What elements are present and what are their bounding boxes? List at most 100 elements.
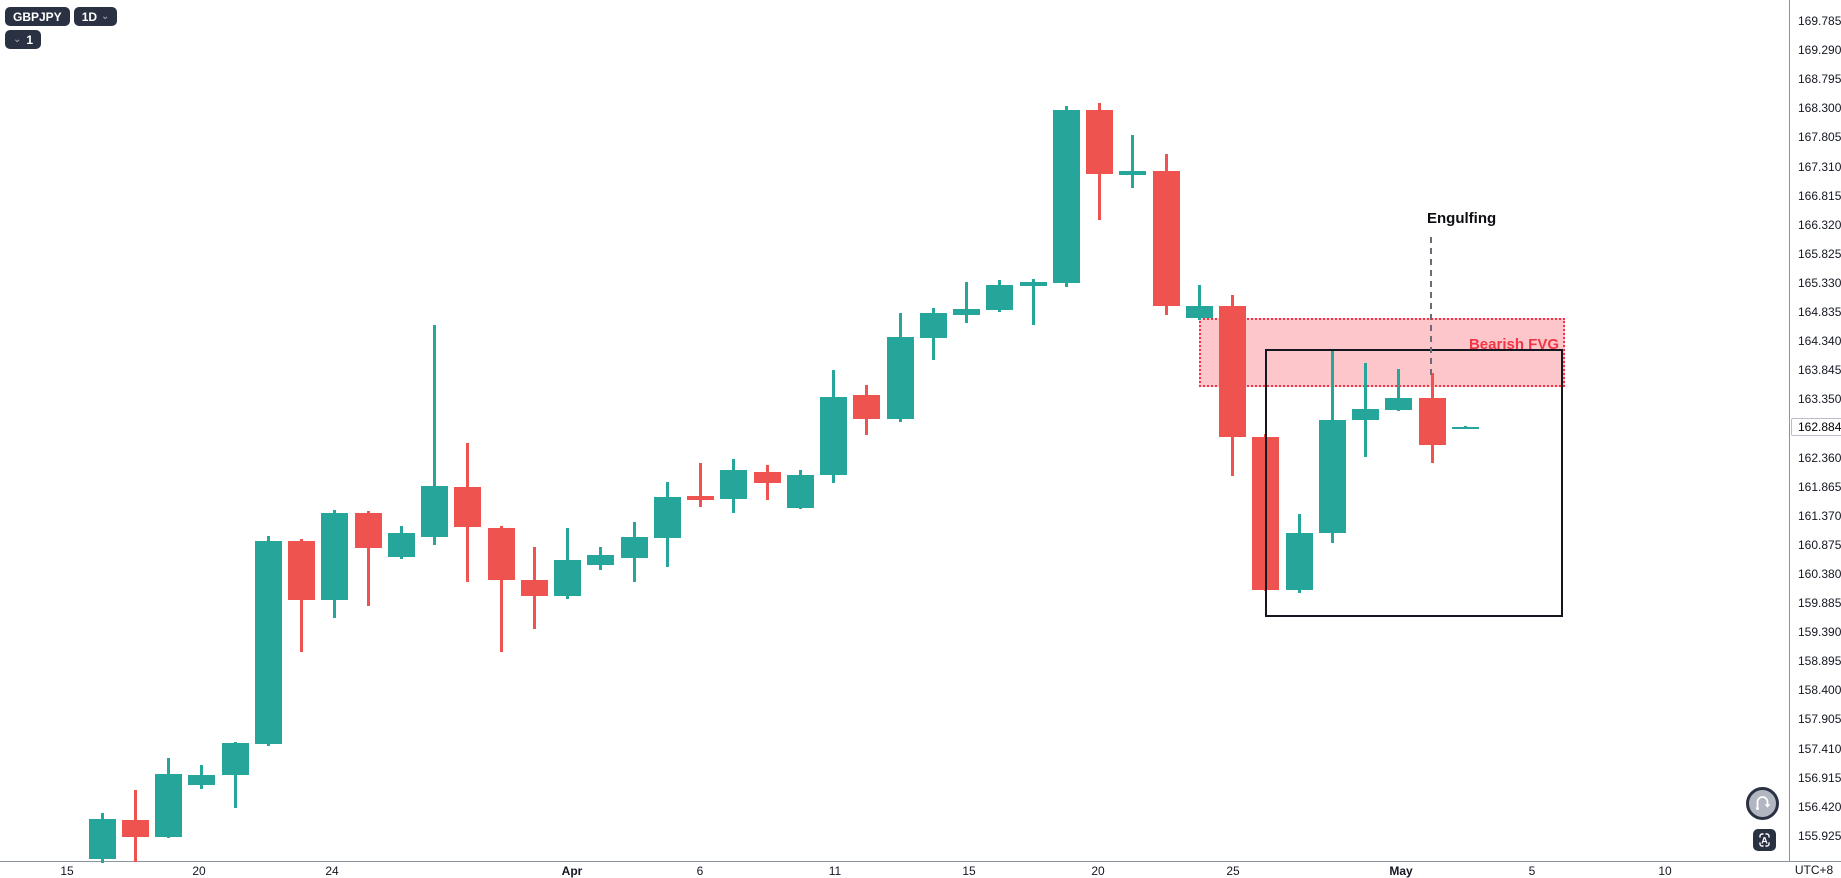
candle-17 bbox=[620, 536, 648, 559]
candle-34 bbox=[1185, 305, 1213, 319]
candle-6 bbox=[254, 540, 282, 744]
candle-7 bbox=[288, 540, 315, 600]
candle-32 bbox=[1119, 171, 1147, 175]
price-axis-label: 165.825 bbox=[1798, 246, 1841, 261]
price-axis-label: 158.400 bbox=[1798, 683, 1841, 698]
candle-38 bbox=[1318, 420, 1346, 534]
price-axis-label: 158.895 bbox=[1798, 654, 1841, 669]
price-axis-label: 155.925 bbox=[1798, 828, 1841, 843]
price-axis-label: 169.290 bbox=[1798, 43, 1841, 58]
timezone-label[interactable]: UTC+8 bbox=[1794, 863, 1834, 877]
chevron-down-icon: ⌄ bbox=[13, 34, 22, 45]
price-axis-label: 166.815 bbox=[1798, 188, 1841, 203]
price-axis-label: 157.410 bbox=[1798, 741, 1841, 756]
indicator-count-label: 1 bbox=[26, 32, 34, 47]
time-axis-label: 6 bbox=[696, 864, 704, 878]
candle-40-wick bbox=[1397, 369, 1401, 412]
price-axis-label: 156.915 bbox=[1798, 770, 1841, 785]
price-axis-label: 167.805 bbox=[1798, 130, 1841, 145]
price-axis-label: 166.320 bbox=[1798, 217, 1841, 232]
reset-chart-view-button[interactable] bbox=[1746, 787, 1779, 820]
time-axis-label: 20 bbox=[1091, 864, 1105, 878]
time-axis-label: 24 bbox=[325, 864, 339, 878]
candle-2 bbox=[121, 819, 149, 837]
candle-28 bbox=[986, 285, 1014, 310]
candle-39 bbox=[1352, 409, 1379, 421]
price-axis-label: 159.390 bbox=[1798, 625, 1841, 640]
symbol-badge[interactable]: GBPJPY bbox=[5, 7, 70, 26]
time-axis-label: May bbox=[1389, 864, 1413, 878]
candle-9-wick bbox=[366, 511, 370, 606]
candle-14 bbox=[520, 579, 548, 597]
price-axis-label: 169.785 bbox=[1798, 14, 1841, 28]
price-axis-label: 162.360 bbox=[1798, 450, 1841, 465]
candle-3 bbox=[155, 773, 182, 838]
candle-40 bbox=[1385, 397, 1413, 410]
candle-10 bbox=[387, 533, 415, 557]
candle-9 bbox=[354, 513, 382, 549]
candle-15 bbox=[554, 559, 581, 597]
candle-1 bbox=[88, 819, 116, 860]
engulfing-label[interactable]: Engulfing bbox=[1427, 210, 1497, 227]
price-axis-label: 168.300 bbox=[1798, 101, 1841, 116]
interval-label: 1D bbox=[81, 9, 98, 24]
price-axis-label: 157.905 bbox=[1798, 712, 1841, 727]
price-axis-label: 163.845 bbox=[1798, 363, 1841, 378]
time-axis-label: 20 bbox=[192, 864, 206, 878]
candle-33 bbox=[1152, 170, 1180, 307]
price-axis-label: 164.340 bbox=[1798, 334, 1841, 349]
current-price-tag: 162.884 bbox=[1791, 417, 1841, 436]
price-axis-label: 164.835 bbox=[1798, 305, 1841, 319]
candle-21 bbox=[753, 471, 781, 484]
time-axis-label: 15 bbox=[962, 864, 976, 878]
candle-16 bbox=[587, 555, 615, 566]
bearish-fvg-zone[interactable] bbox=[1199, 318, 1565, 387]
time-axis[interactable]: 15 20 24 Apr 6 11 15 20 25 May 5 10 bbox=[0, 861, 1841, 878]
candle-5-wick bbox=[233, 742, 237, 808]
candle-35 bbox=[1219, 305, 1246, 437]
price-axis-label: 160.875 bbox=[1798, 537, 1841, 552]
auto-scale-button[interactable]: A bbox=[1753, 829, 1776, 851]
candle-20 bbox=[720, 470, 748, 499]
candle-12 bbox=[454, 486, 482, 527]
time-axis-label: 11 bbox=[828, 864, 842, 878]
candle-34-wick bbox=[1197, 285, 1201, 320]
candle-8 bbox=[321, 512, 349, 600]
time-axis-label: 15 bbox=[60, 864, 74, 878]
candle-23 bbox=[820, 396, 847, 476]
candle-29 bbox=[1019, 282, 1047, 287]
candle-13-wick bbox=[499, 525, 503, 652]
price-axis-label: 159.885 bbox=[1798, 596, 1841, 611]
bearish-fvg-label[interactable]: Bearish FVG bbox=[1468, 336, 1559, 353]
price-axis[interactable]: 162.884 169.785 169.290 168.795 168.300 167.… bbox=[1789, 0, 1841, 861]
price-axis-label: 165.330 bbox=[1798, 275, 1841, 290]
engulfing-box[interactable] bbox=[1265, 349, 1563, 617]
bracketed-a-icon: A bbox=[1759, 833, 1770, 847]
chevron-down-icon: ⌄ bbox=[101, 11, 110, 22]
candle-5 bbox=[221, 743, 249, 775]
price-axis-label: 160.380 bbox=[1798, 566, 1841, 581]
chart-legend: GBPJPY 1D ⌄ ⌄ 1 bbox=[5, 7, 121, 49]
price-axis-label: 168.795 bbox=[1798, 72, 1841, 87]
candle-29-wick bbox=[1031, 278, 1035, 326]
candle-32-wick bbox=[1131, 134, 1135, 189]
candles-layer bbox=[88, 103, 1479, 863]
price-axis-label: 167.310 bbox=[1798, 159, 1841, 174]
interval-badge[interactable]: 1D ⌄ bbox=[73, 7, 118, 26]
symbol-label: GBPJPY bbox=[13, 9, 62, 24]
price-axis-label: 161.865 bbox=[1798, 479, 1841, 494]
candle-4 bbox=[188, 774, 216, 785]
candle-13 bbox=[487, 528, 515, 580]
candle-11 bbox=[421, 485, 448, 537]
candle-25 bbox=[886, 336, 914, 419]
candle-22 bbox=[786, 475, 814, 509]
time-axis-label: 10 bbox=[1658, 864, 1672, 878]
price-axis-label: 156.420 bbox=[1798, 799, 1841, 814]
candle-26 bbox=[919, 313, 947, 339]
candle-27-wick bbox=[965, 281, 968, 324]
indicator-badge[interactable]: ⌄ 1 bbox=[5, 30, 42, 49]
time-axis-label: 25 bbox=[1226, 864, 1240, 878]
chart-pane[interactable]: Engulfing Bearish FVG bbox=[0, 0, 1789, 863]
candle-24 bbox=[853, 395, 881, 419]
